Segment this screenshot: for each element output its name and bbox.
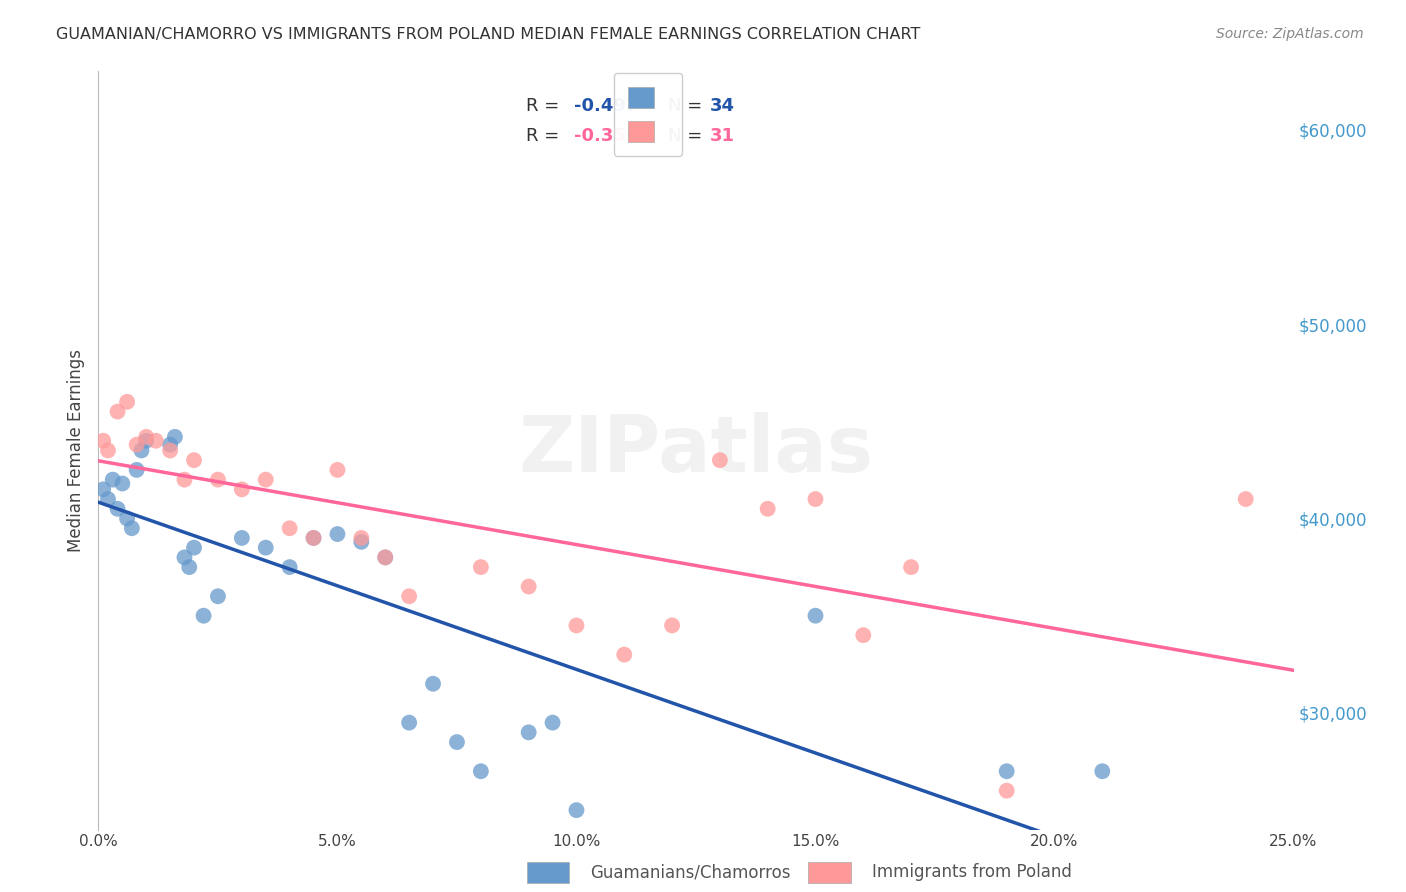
- Point: [125, 437, 148, 451]
- Point: [135, 430, 157, 444]
- Point: [756, 501, 779, 516]
- Point: [115, 395, 138, 409]
- Point: [254, 541, 277, 555]
- Point: [111, 476, 134, 491]
- Text: -0.497: -0.497: [574, 97, 638, 115]
- Point: [107, 501, 129, 516]
- Point: [183, 541, 205, 555]
- Point: [541, 715, 564, 730]
- Point: [613, 648, 636, 662]
- Point: [517, 725, 540, 739]
- Point: [193, 608, 215, 623]
- Point: [159, 443, 181, 458]
- Text: R =: R =: [526, 128, 565, 145]
- Point: [121, 521, 143, 535]
- Point: [207, 473, 229, 487]
- Point: [398, 715, 420, 730]
- Text: GUAMANIAN/CHAMORRO VS IMMIGRANTS FROM POLAND MEDIAN FEMALE EARNINGS CORRELATION : GUAMANIAN/CHAMORRO VS IMMIGRANTS FROM PO…: [56, 27, 921, 42]
- Point: [173, 473, 195, 487]
- Point: [804, 608, 827, 623]
- Y-axis label: Median Female Earnings: Median Female Earnings: [66, 349, 84, 552]
- Point: [97, 491, 120, 506]
- Point: [278, 560, 301, 574]
- Point: [179, 560, 201, 574]
- Point: [131, 443, 153, 458]
- Point: [1234, 491, 1257, 506]
- Point: [350, 531, 373, 545]
- Point: [231, 483, 253, 497]
- Point: [374, 550, 396, 565]
- Point: [207, 589, 229, 603]
- Point: [145, 434, 167, 448]
- Text: Immigrants from Poland: Immigrants from Poland: [872, 863, 1071, 881]
- Legend: , : ,: [614, 73, 682, 156]
- Point: [1091, 764, 1114, 779]
- Text: N =: N =: [668, 97, 709, 115]
- Text: -0.350: -0.350: [574, 128, 638, 145]
- Point: [709, 453, 731, 467]
- Point: [661, 618, 683, 632]
- Point: [97, 443, 120, 458]
- Point: [565, 803, 588, 817]
- Point: [326, 527, 349, 541]
- Point: [995, 764, 1018, 779]
- Point: [517, 580, 540, 594]
- Point: [398, 589, 420, 603]
- Text: Guamanians/Chamorros: Guamanians/Chamorros: [591, 863, 792, 881]
- Point: [422, 677, 444, 691]
- Point: [107, 404, 129, 418]
- Point: [470, 560, 492, 574]
- Point: [254, 473, 277, 487]
- Point: [302, 531, 325, 545]
- Point: [135, 434, 157, 448]
- Point: [91, 483, 114, 497]
- Point: [446, 735, 468, 749]
- Text: N =: N =: [668, 128, 709, 145]
- Point: [125, 463, 148, 477]
- Text: 31: 31: [710, 128, 735, 145]
- Text: Source: ZipAtlas.com: Source: ZipAtlas.com: [1216, 27, 1364, 41]
- Point: [804, 491, 827, 506]
- Point: [231, 531, 253, 545]
- Point: [470, 764, 492, 779]
- Text: 34: 34: [710, 97, 735, 115]
- Point: [374, 550, 396, 565]
- Point: [101, 473, 124, 487]
- Point: [565, 618, 588, 632]
- Point: [995, 783, 1018, 797]
- Point: [115, 511, 138, 525]
- Point: [278, 521, 301, 535]
- Point: [91, 434, 114, 448]
- Point: [159, 437, 181, 451]
- Text: R =: R =: [526, 97, 565, 115]
- Point: [900, 560, 922, 574]
- Point: [302, 531, 325, 545]
- Point: [163, 430, 186, 444]
- Point: [852, 628, 875, 642]
- Text: ZIPatlas: ZIPatlas: [519, 412, 873, 489]
- Point: [350, 534, 373, 549]
- Point: [326, 463, 349, 477]
- Point: [173, 550, 195, 565]
- Point: [183, 453, 205, 467]
